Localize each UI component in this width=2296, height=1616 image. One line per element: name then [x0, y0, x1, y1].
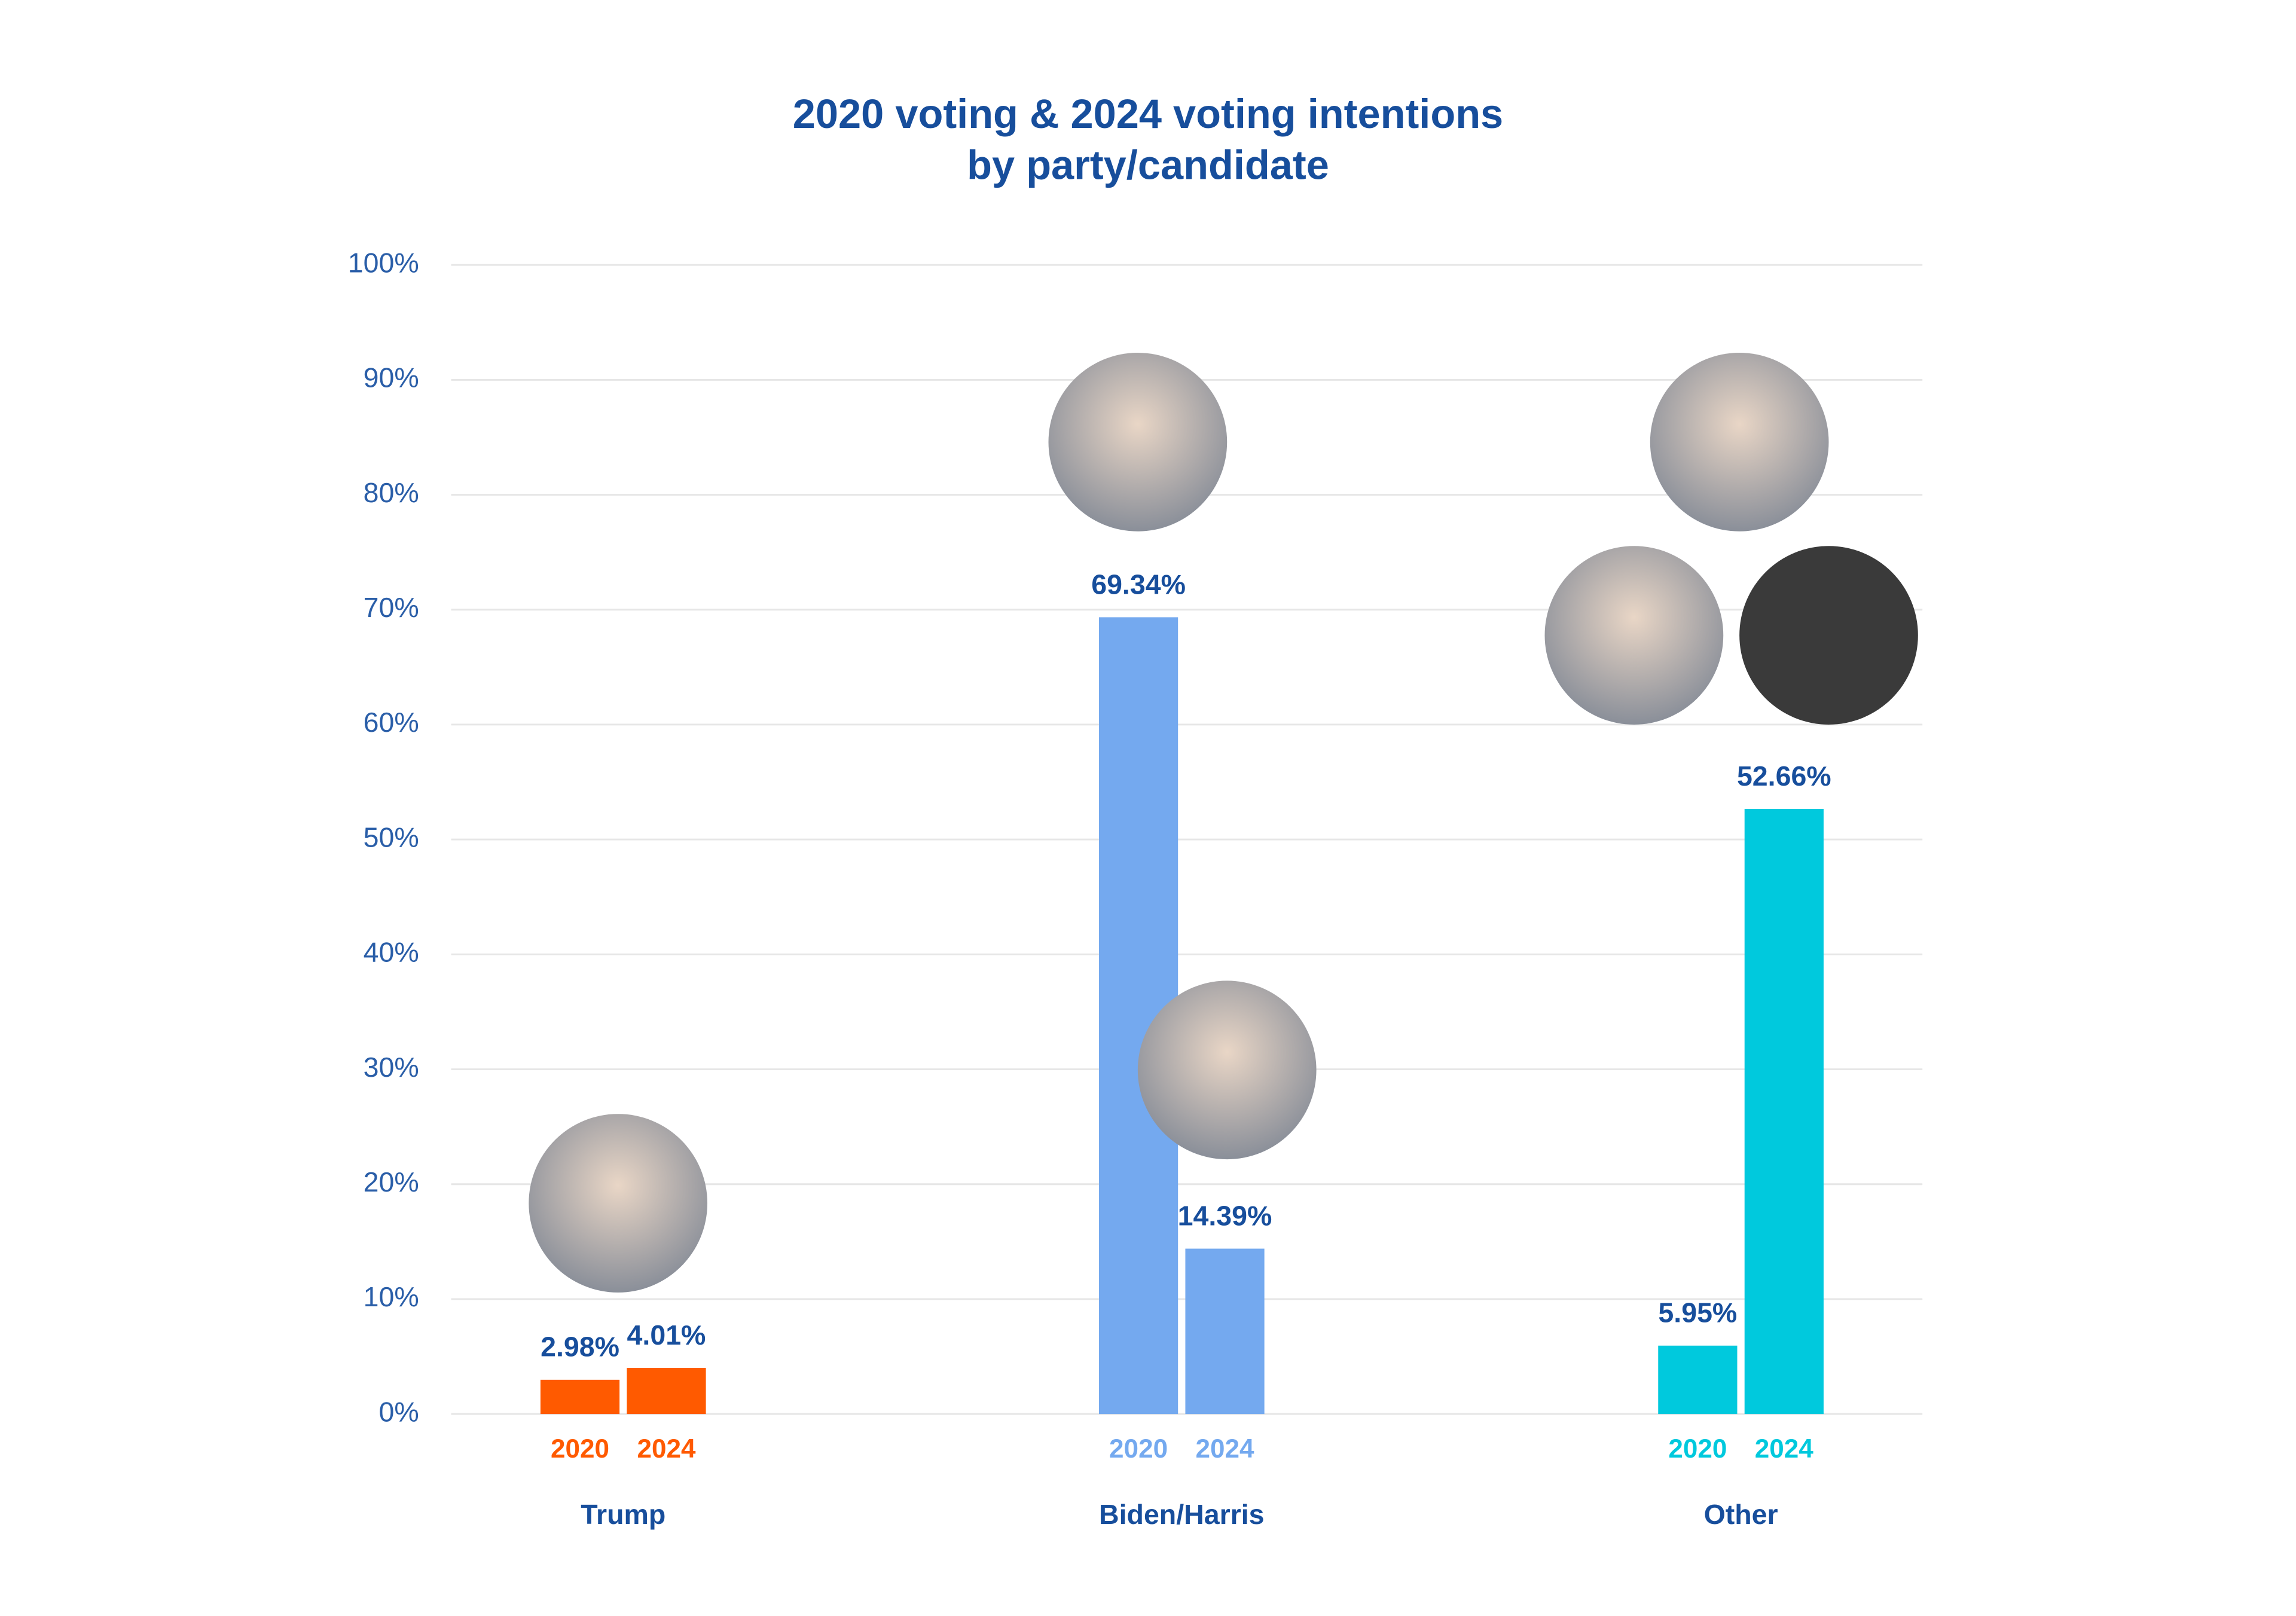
y-tick-label: 80% — [364, 477, 419, 508]
portrait — [1137, 980, 1317, 1160]
value-label: 14.39% — [1178, 1200, 1272, 1231]
bar — [1744, 809, 1824, 1415]
value-label: 5.95% — [1658, 1297, 1737, 1328]
bar — [540, 1379, 620, 1415]
y-tick-label: 40% — [364, 937, 419, 968]
portrait — [1739, 546, 1918, 725]
y-tick-label: 100% — [348, 247, 419, 278]
x-tick-label: Trump — [581, 1499, 665, 1530]
y-tick-label: 60% — [364, 707, 419, 738]
y-tick-label: 0% — [378, 1396, 419, 1427]
x-tick-label: Other — [1704, 1499, 1778, 1530]
series-label: 2024 — [637, 1434, 696, 1464]
y-tick-label: 20% — [364, 1166, 419, 1198]
y-tick-label: 30% — [364, 1052, 419, 1083]
value-label: 4.01% — [627, 1319, 706, 1351]
value-label: 52.66% — [1737, 760, 1831, 792]
chart-title: by party/candidate — [967, 142, 1329, 188]
bar — [627, 1368, 706, 1415]
bar — [1185, 1248, 1265, 1415]
portraits — [529, 353, 1918, 1293]
x-tick-label: Biden/Harris — [1099, 1499, 1265, 1530]
value-label: 2.98% — [541, 1331, 619, 1363]
y-tick-label: 10% — [364, 1281, 419, 1312]
portrait — [1544, 546, 1724, 725]
series-label: 2020 — [551, 1434, 609, 1464]
portrait — [1650, 353, 1829, 531]
series-label: 2020 — [1109, 1434, 1168, 1464]
portrait — [1048, 353, 1228, 531]
value-label: 69.34% — [1091, 569, 1186, 600]
bar — [1658, 1345, 1738, 1415]
chart-title: 2020 voting & 2024 voting intentions — [793, 91, 1503, 137]
series-label: 2020 — [1668, 1434, 1727, 1464]
y-tick-label: 70% — [364, 592, 419, 623]
series-label: 2024 — [1755, 1434, 1814, 1464]
y-tick-label: 50% — [364, 821, 419, 853]
portrait — [529, 1114, 708, 1293]
y-tick-label: 90% — [364, 362, 419, 393]
series-label: 2024 — [1196, 1434, 1255, 1464]
